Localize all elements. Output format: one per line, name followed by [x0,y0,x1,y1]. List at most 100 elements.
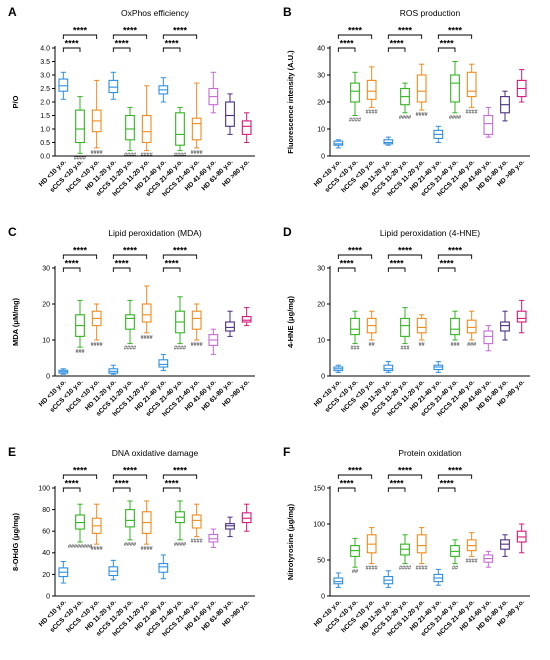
bracket-line [162,487,181,492]
y-tick-label: 0.0 [40,153,50,160]
significance-hash: ### [351,346,360,352]
y-tick-label: 2.5 [40,86,50,93]
box-iqr [75,109,85,144]
panel-e: E DNA oxidative damage 8-OHdG (μg/mg) 0 20 40… [8,445,255,638]
significance-stars: **** [348,246,363,256]
significance-bracket: **** [437,26,473,39]
bracket-line [337,474,373,479]
box-5 [125,500,135,541]
box-3 [91,79,102,149]
panel-d: D Lipid peroxidation (4-HNE) 4-HNE (μg/mg)… [283,225,530,418]
box-iqr [500,321,510,332]
significance-bracket: **** [437,466,473,479]
bracket-line [437,487,456,492]
box-7 [433,568,444,586]
significance-hash: #### [191,539,203,545]
significance-stars: **** [73,26,88,36]
significance-hash: ### [467,342,476,348]
significance-stars: **** [165,259,180,269]
significance-hash: #### [174,153,186,159]
y-tick-label: 50 [317,557,325,564]
box-iqr [516,310,527,323]
bracket-line [387,47,406,52]
significance-bracket: **** [387,479,406,492]
y-tick-label: 0 [46,593,50,600]
y-axis-label: P/O [11,95,20,108]
bracket-line [62,487,81,492]
box-3 [366,66,377,108]
box-6 [141,285,152,334]
box-6 [416,63,427,111]
y-tick-label: 30 [42,265,50,272]
bracket-line [337,47,356,52]
significance-bracket: **** [337,39,356,52]
significance-bracket: **** [112,246,148,259]
y-tick-label: 20 [42,301,50,308]
box-iqr [125,314,135,330]
box-2 [350,310,360,345]
box-8 [450,61,460,114]
significance-stars: **** [115,479,130,489]
bracket-line [162,474,198,479]
bracket-line [112,47,131,52]
box-11 [500,90,510,122]
box-6 [141,85,152,152]
significance-stars: **** [398,466,413,476]
box-iqr [333,577,344,585]
y-tick-label: 60 [42,529,50,536]
y-tick-label: 3.5 [40,59,50,66]
box-2 [350,537,360,568]
significance-bracket: **** [337,466,373,479]
significance-hash: #### [366,566,378,572]
box-5 [400,534,410,565]
y-tick-label: 40 [317,45,325,52]
significance-bracket: **** [112,259,131,272]
y-tick-label: 10 [42,337,50,344]
box-8 [175,106,185,152]
significance-hash: #### [91,546,103,552]
box-1 [333,364,344,373]
y-axis-label: 4-HNE (μg/mg) [286,295,295,348]
significance-hash: ## [369,342,375,348]
significance-bracket: **** [112,39,131,52]
box-iqr [416,534,427,554]
significance-stars: **** [448,466,463,476]
y-tick-label: 0.5 [40,140,50,147]
box-2 [75,503,85,543]
box-10 [483,106,494,138]
significance-bracket: **** [162,259,181,272]
significance-hash: #### [174,346,186,352]
significance-bracket: **** [62,259,81,272]
box-4 [108,559,119,581]
significance-stars: **** [173,466,188,476]
panel-letter: B [283,5,292,19]
panel-f: F Protein oxidation Nitrotyrosine (μg/mg) 0… [283,445,530,638]
box-5 [125,299,135,345]
significance-bracket: **** [162,39,181,52]
box-1 [58,71,69,100]
box-6 [416,314,427,341]
significance-bracket: **** [112,479,131,492]
significance-bracket: **** [162,26,198,39]
bracket-line [62,34,98,39]
bracket-line [437,254,473,259]
significance-bracket: **** [437,259,456,272]
panel-title: Lipid peroxidation (MDA) [108,228,202,238]
significance-hash: #### [466,558,478,564]
box-10 [208,528,219,548]
box-4 [383,570,394,588]
box-10 [208,328,219,355]
box-iqr [416,317,427,334]
panel-c: C Lipid peroxidation (MDA) MDA (μM/mg) 0 10 2… [8,225,255,418]
box-iqr [225,321,235,332]
box-3 [366,310,377,341]
significance-bracket: **** [437,479,456,492]
box-iqr [158,359,169,368]
bracket-line [437,474,473,479]
y-tick-label: 20 [42,572,50,579]
significance-hash: #### [416,112,428,118]
bracket-line [112,34,148,39]
box-9 [466,310,477,341]
box-iqr [141,303,152,323]
significance-hash: #### [124,542,136,548]
